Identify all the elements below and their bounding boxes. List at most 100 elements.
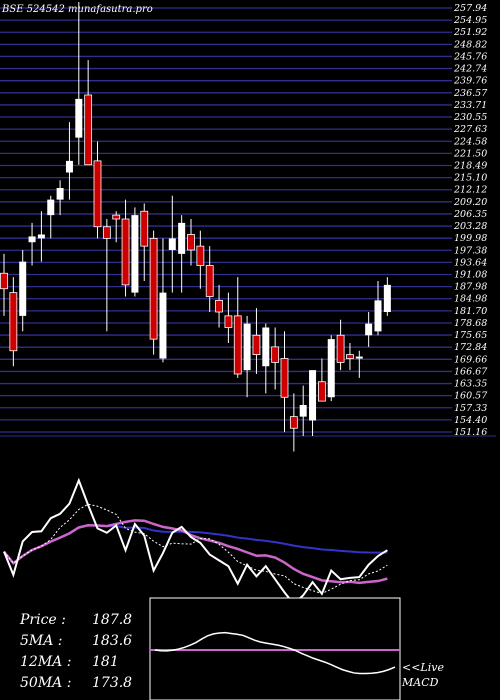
candle-body	[178, 222, 186, 254]
legend-label: Price :	[20, 612, 66, 628]
macd-panel	[149, 597, 401, 700]
y-tick-label: 224.58	[453, 136, 487, 147]
legend-label: 50MA :	[20, 675, 72, 691]
candle	[233, 277, 242, 378]
candle	[9, 277, 18, 367]
candle	[47, 195, 55, 239]
candle-body	[271, 346, 280, 363]
candle	[131, 207, 139, 297]
legend-12ma: 12MA : 181	[20, 654, 150, 674]
candle	[28, 222, 36, 266]
y-tick-label: 257.94	[453, 3, 487, 14]
indicator-panel	[3, 477, 388, 606]
y-tick-label: 184.98	[454, 294, 487, 305]
candle-body	[84, 94, 93, 166]
candle-body	[383, 284, 391, 312]
candle-body	[0, 272, 8, 290]
y-tick-label: 154.40	[454, 415, 487, 426]
candle	[159, 238, 167, 363]
candle	[84, 60, 93, 166]
candle	[112, 211, 121, 243]
candle	[289, 393, 298, 452]
candle-body	[168, 238, 176, 250]
candle-body	[224, 315, 233, 328]
candle-body	[196, 245, 205, 266]
legend-label: 12MA :	[20, 654, 72, 670]
y-tick-label: 236.57	[453, 88, 488, 99]
candle	[0, 253, 8, 316]
candle	[224, 292, 233, 343]
y-tick-label: 227.63	[453, 124, 487, 135]
candle-body	[149, 237, 158, 340]
y-tick-label: 251.92	[453, 27, 487, 38]
legend-value: 173.8	[92, 675, 133, 691]
candle	[205, 246, 214, 312]
candle	[243, 315, 251, 398]
candle-body	[233, 315, 242, 375]
y-tick-label: 187.98	[454, 282, 487, 293]
candle-body	[374, 300, 382, 332]
chart-header: BSE 524542 munafasutra.pro	[2, 4, 153, 15]
y-tick-label: 191.08	[454, 270, 487, 281]
ma50-line	[3, 524, 388, 565]
candle-body	[262, 327, 270, 367]
candle-body	[346, 354, 354, 359]
y-tick-label: 175.65	[454, 330, 487, 341]
y-tick-label: 209.20	[453, 197, 487, 208]
candle-body	[252, 334, 261, 356]
candle-body	[9, 292, 18, 352]
candle-body	[280, 358, 289, 398]
candle	[262, 323, 270, 394]
y-tick-label: 203.28	[453, 221, 487, 232]
candle-body	[187, 234, 195, 251]
candle	[355, 350, 363, 378]
candle-body	[327, 339, 335, 398]
live-label: <<Live	[402, 661, 444, 674]
candle-body	[102, 226, 111, 239]
candle-body	[65, 160, 73, 173]
candle-body	[289, 416, 298, 429]
candle	[121, 199, 130, 297]
candle-body	[28, 236, 36, 243]
y-tick-label: 178.68	[454, 318, 487, 329]
legend-price: Price : 187.8	[20, 612, 150, 632]
candle	[65, 122, 73, 200]
macd-label: MACD	[402, 676, 439, 689]
y-tick-label: 239.76	[453, 76, 487, 87]
candle-body	[93, 160, 102, 228]
y-tick-label: 160.57	[454, 391, 488, 402]
candle	[271, 327, 280, 390]
candle-body	[317, 381, 326, 402]
y-tick-label: 248.82	[453, 39, 487, 50]
candle-body	[121, 218, 130, 286]
candle	[93, 141, 102, 239]
candle	[196, 230, 205, 289]
candle	[309, 370, 317, 436]
candle	[215, 284, 223, 328]
candle-body	[299, 405, 307, 417]
candle	[374, 281, 382, 336]
y-tick-label: 169.66	[454, 354, 487, 365]
ma5-line	[3, 503, 388, 595]
y-tick-label: 166.67	[454, 366, 488, 377]
y-tick-label: 151.16	[454, 427, 487, 438]
candle-body	[243, 323, 251, 371]
y-tick-label: 206.35	[453, 209, 487, 220]
candle	[102, 219, 111, 332]
candle	[280, 331, 289, 433]
y-tick-label: 233.71	[453, 100, 487, 111]
candle-body	[365, 323, 373, 336]
candle	[327, 335, 335, 402]
candle-body	[37, 234, 45, 239]
y-tick-label: 193.64	[454, 257, 487, 268]
y-tick-label: 163.35	[454, 379, 487, 390]
legend-5ma: 5MA : 183.6	[20, 633, 150, 653]
y-tick-label: 245.76	[453, 51, 487, 62]
y-tick-label: 212.12	[453, 185, 487, 196]
ma12-line	[3, 519, 388, 585]
y-tick-label: 254.95	[453, 15, 487, 26]
candle	[299, 385, 307, 436]
macd-caption: <<Live MACD	[402, 660, 444, 690]
